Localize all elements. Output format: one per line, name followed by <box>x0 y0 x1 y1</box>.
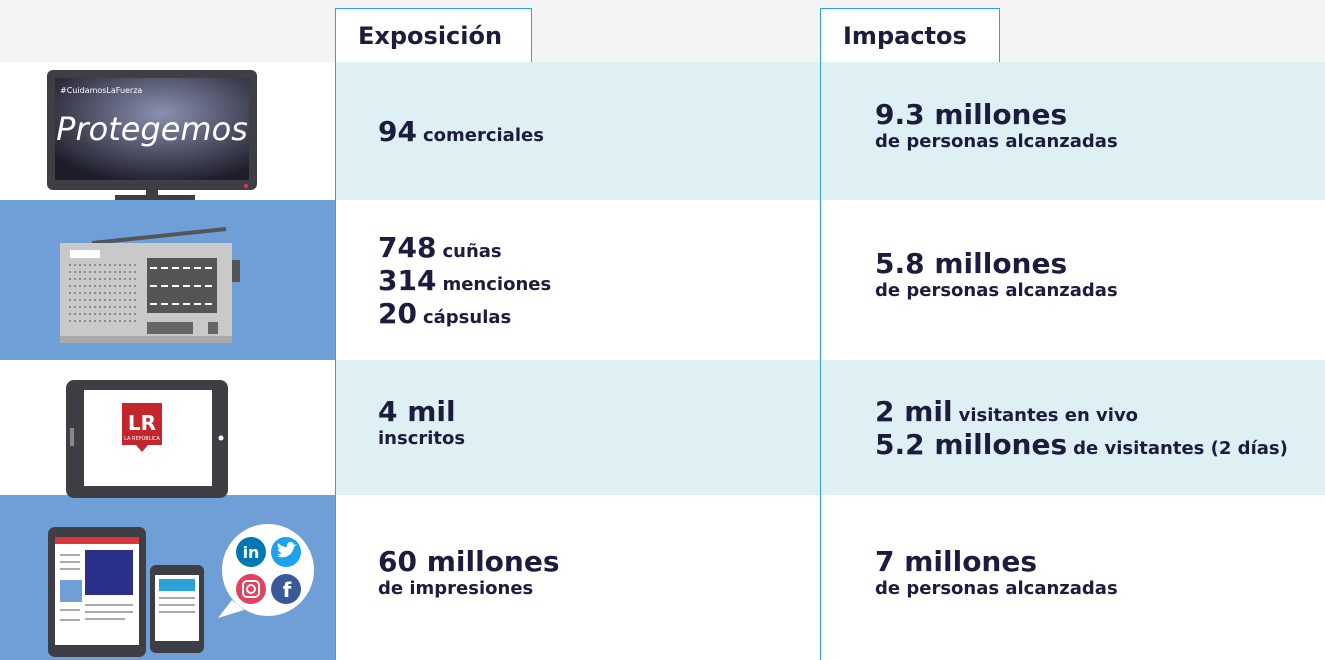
text-line: 5.2 millones de visitantes (2 días) <box>875 428 1325 461</box>
description: cuñas <box>442 241 501 262</box>
figure: 4 mil <box>378 395 456 428</box>
description: de personas alcanzadas <box>875 578 1118 599</box>
figure: 5.2 millones <box>875 428 1067 461</box>
figure: 7 millones <box>875 545 1037 578</box>
description: inscritos <box>378 428 465 449</box>
figure: 748 <box>378 231 436 264</box>
screen-text: Protegemos <box>56 110 248 148</box>
description: de personas alcanzadas <box>875 131 1118 152</box>
figure: 314 <box>378 264 436 297</box>
text-line: de personas alcanzadas <box>875 578 1325 611</box>
description: cápsulas <box>423 307 511 328</box>
text-line: 2 mil visitantes en vivo <box>875 395 1325 428</box>
social-icon: in f <box>48 524 314 657</box>
text-line: inscritos <box>378 428 818 461</box>
text-line: 314 menciones <box>378 264 818 297</box>
divider <box>335 8 336 660</box>
column-header: Impactos <box>820 8 1000 62</box>
text-line: 4 mil <box>378 395 818 428</box>
logo: LR <box>128 411 156 435</box>
text-line: de personas alcanzadas <box>875 280 1325 313</box>
column-header: Exposición <box>335 8 532 62</box>
text-line: 94 comerciales <box>378 115 818 148</box>
text-line: 748 cuñas <box>378 231 818 264</box>
description: menciones <box>442 274 551 295</box>
text-line: de personas alcanzadas <box>875 131 1325 164</box>
radio-icon <box>60 229 240 343</box>
text-line: 60 millones <box>378 545 818 578</box>
icons: #CuidamosLaFuerza Protegemos LR LA REPÚB… <box>0 0 335 660</box>
text-line: de impresiones <box>378 578 818 611</box>
exposure-cell: 748 cuñas 314 menciones 20 cápsulas <box>378 200 818 360</box>
text-line: 20 cápsulas <box>378 297 818 330</box>
description: visitantes en vivo <box>959 405 1138 426</box>
exposure-cell: 94 comerciales <box>378 62 818 200</box>
text-line: 9.3 millones <box>875 98 1325 131</box>
figure: 2 mil <box>875 395 953 428</box>
logo-subtitle: LA REPÚBLICA <box>124 435 160 442</box>
description: comerciales <box>423 125 544 146</box>
figure: 60 millones <box>378 545 560 578</box>
tablet-icon: LR LA REPÚBLICA <box>66 380 228 498</box>
facebook-label: f <box>283 578 292 602</box>
figure: 9.3 millones <box>875 98 1067 131</box>
figure: 94 <box>378 115 417 148</box>
figure: 20 <box>378 297 417 330</box>
text-line: 7 millones <box>875 545 1325 578</box>
description: de personas alcanzadas <box>875 280 1118 301</box>
linkedin-label: in <box>243 543 260 562</box>
text-line: 5.8 millones <box>875 247 1325 280</box>
divider <box>820 8 821 660</box>
infographic: Exposición Impactos #CuidamosLaFuerza Pr… <box>0 0 1325 660</box>
description: de impresiones <box>378 578 533 599</box>
hashtag: #CuidamosLaFuerza <box>60 86 142 95</box>
description: de visitantes (2 días) <box>1073 438 1288 459</box>
figure: 5.8 millones <box>875 247 1067 280</box>
tv-icon: #CuidamosLaFuerza Protegemos <box>47 70 257 200</box>
